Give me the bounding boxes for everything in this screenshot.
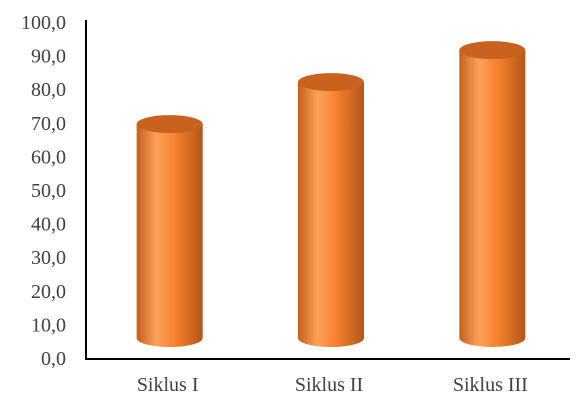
y-tick-label: 90,0 [31, 46, 66, 68]
bar-body [136, 124, 203, 347]
bar-top [298, 73, 364, 92]
y-tick-label: 0,0 [41, 348, 66, 370]
bar-body [459, 50, 526, 347]
y-tick-label: 50,0 [31, 180, 66, 202]
y-tick-label: 70,0 [31, 113, 66, 135]
y-tick-label: 30,0 [31, 247, 66, 269]
bar-top [136, 115, 203, 134]
bar-1 [136, 115, 203, 347]
bar-2 [298, 73, 364, 347]
y-axis-tick-labels: 0,0 10,0 20,0 30,0 40,0 50,0 60,0 70,0 80,0 90,0 1… [21, 12, 66, 370]
x-category-label: Siklus I [137, 374, 199, 396]
x-axis-category-labels: Siklus I Siklus II Siklus III [137, 374, 528, 396]
x-category-label: Siklus III [453, 374, 528, 396]
y-tick-label: 10,0 [31, 314, 66, 336]
bar-series [136, 41, 526, 347]
bar-3 [459, 41, 526, 347]
y-tick-label: 100,0 [21, 12, 66, 34]
y-tick-label: 80,0 [31, 79, 66, 101]
x-category-label: Siklus II [295, 374, 363, 396]
bar-top [459, 41, 526, 60]
bar-body [298, 82, 364, 347]
y-tick-label: 40,0 [31, 214, 66, 236]
y-tick-label: 20,0 [31, 281, 66, 303]
y-tick-label: 60,0 [31, 146, 66, 168]
